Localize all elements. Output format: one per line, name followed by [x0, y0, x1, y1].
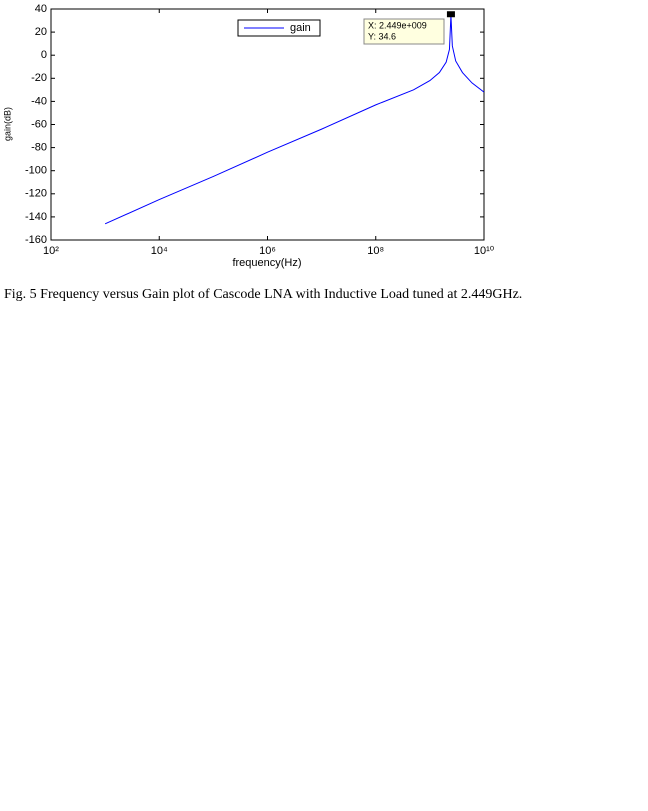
y-tick-label: -160	[25, 234, 47, 246]
y-tick-label: -140	[25, 211, 47, 223]
datatip-marker	[446, 11, 455, 18]
x-tick-label: 10⁴	[151, 245, 168, 257]
y-tick-label: 40	[35, 3, 47, 15]
datatip-box	[363, 18, 445, 45]
y-tick-label: -40	[31, 95, 47, 107]
line	[104, 15, 485, 225]
y-tick-label: -100	[25, 165, 47, 177]
legend-label: gain	[290, 22, 311, 34]
x-tick-label: 10¹⁰	[474, 245, 495, 257]
y-tick-label: -120	[25, 188, 47, 200]
datatip-x: X: 2.449e+009	[368, 20, 427, 30]
plot-area	[50, 8, 485, 241]
x-tick-label: 10²	[43, 245, 59, 257]
y-tick-label: 20	[35, 26, 47, 38]
x-tick-label: 10⁸	[367, 245, 384, 257]
y-tick-label: 0	[41, 49, 47, 61]
x-tick-label: 10⁶	[259, 245, 276, 257]
y-tick-label: -80	[31, 142, 47, 154]
x-axis-label: frequency(Hz)	[232, 257, 301, 269]
y-tick-label: -60	[31, 118, 47, 130]
y-tick-label: -20	[31, 72, 47, 84]
caption: Fig. 5 Frequency versus Gain plot of Cas…	[4, 287, 523, 302]
datatip-y: Y: 34.6	[368, 31, 396, 41]
chart: gain(dB) frequency(Hz) -160 -140 -120 -100 -…	[2, 3, 495, 269]
y-axis-label: gain(dB)	[2, 107, 12, 141]
